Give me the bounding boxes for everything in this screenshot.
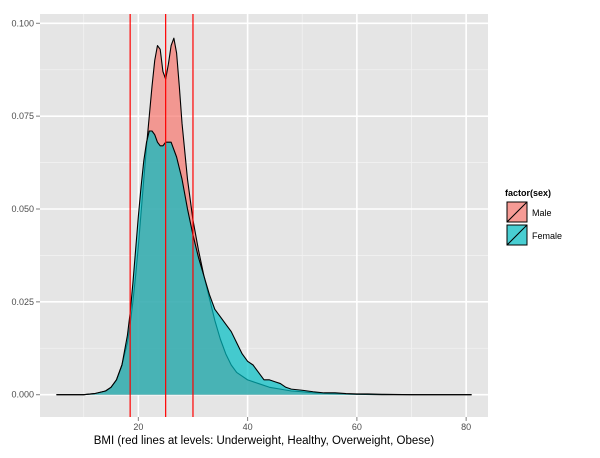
density-areas xyxy=(56,37,472,396)
legend-item-male: Male xyxy=(505,200,552,224)
y-tick-label: 0.000 xyxy=(11,390,34,400)
legend-item-female: Female xyxy=(505,223,562,247)
y-tick-label: 0.100 xyxy=(11,18,34,28)
x-axis: 20 40 60 80 xyxy=(133,417,471,432)
legend-label-male: Male xyxy=(532,208,552,218)
legend-title: factor(sex) xyxy=(505,188,551,198)
panel-background xyxy=(40,14,488,417)
x-tick-label: 40 xyxy=(243,422,253,432)
x-tick-label: 80 xyxy=(461,422,471,432)
y-tick-label: 0.050 xyxy=(11,204,34,214)
legend-key-slash xyxy=(506,201,528,223)
legend-items: Male Female xyxy=(505,200,562,247)
x-tick-label: 20 xyxy=(133,422,143,432)
legend: factor(sex) Male Female xyxy=(505,188,562,247)
y-tick-label: 0.075 xyxy=(11,111,34,121)
reference-lines xyxy=(129,14,194,417)
density-outline-female xyxy=(56,130,472,396)
legend-label-female: Female xyxy=(532,231,562,241)
x-tick-label: 60 xyxy=(352,422,362,432)
y-tick-label: 0.025 xyxy=(11,297,34,307)
legend-key-slash xyxy=(506,224,528,246)
x-axis-title: BMI (red lines at levels: Underweight, H… xyxy=(94,435,435,447)
density-area-female xyxy=(56,131,472,395)
y-axis: 0.000 0.025 0.050 0.075 0.100 xyxy=(11,18,40,400)
